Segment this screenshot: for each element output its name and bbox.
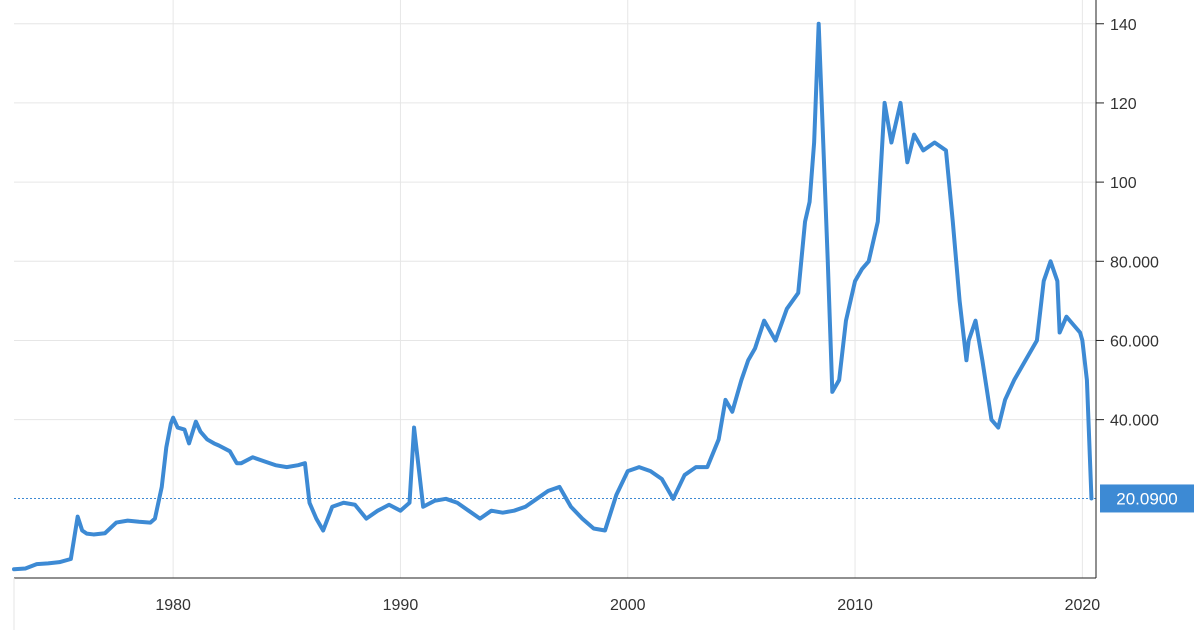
y-tick-label: 100 [1110,175,1137,192]
y-tick-label: 140 [1110,17,1137,34]
y-tick-label: 80.000 [1110,254,1159,271]
series-group [12,21,1094,572]
x-tick-label: 2000 [610,597,646,614]
axes [13,0,1097,630]
x-tick-label: 2020 [1065,597,1101,614]
y-tick-label: 120 [1110,96,1137,113]
last-value-badge [1100,484,1194,513]
x-tick-label: 2010 [837,597,873,614]
last-value-badge-group: 20.0900 [1100,484,1194,513]
x-axis-ticks: 1980 1990 2000 2010 2020 [155,597,1100,614]
x-tick-label: 1990 [383,597,419,614]
y-tick-label: 40.000 [1110,413,1159,430]
x-tick-label: 1980 [155,597,191,614]
grid [14,0,1096,578]
last-value-label: 20.0900 [1116,489,1177,508]
series-line [12,21,1094,572]
y-axis-ticks: 140 120 100 80.000 60.000 40.000 [1096,17,1159,430]
y-tick-label: 60.000 [1110,333,1159,350]
